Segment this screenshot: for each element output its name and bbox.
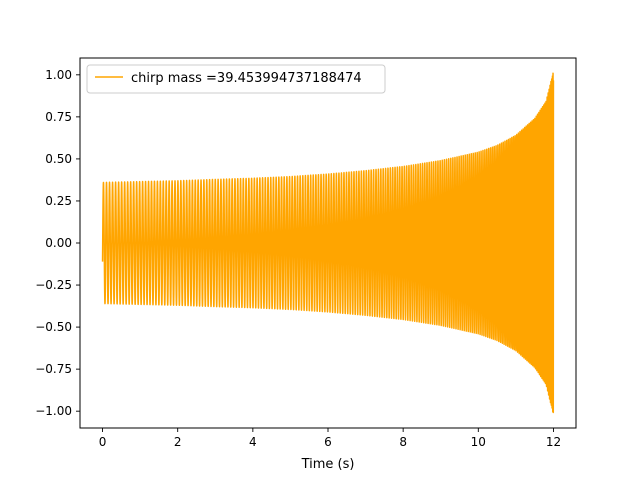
y-tick-label: 0.50 — [45, 152, 72, 166]
x-axis-label: Time (s) — [301, 457, 355, 472]
y-tick-label: 0.25 — [45, 194, 72, 208]
x-tick-label: 10 — [471, 435, 486, 449]
chirp-waveform-line — [101, 72, 555, 414]
y-tick-label: −0.50 — [35, 320, 72, 334]
x-tick-label: 8 — [399, 435, 407, 449]
legend-label: chirp mass =39.453994737188474 — [131, 71, 362, 86]
y-tick-label: −0.25 — [35, 278, 72, 292]
x-tick-label: 6 — [324, 435, 332, 449]
plot-area — [101, 72, 555, 414]
x-tick-label: 0 — [99, 435, 107, 449]
x-tick-label: 12 — [546, 435, 561, 449]
y-tick-label: −0.75 — [35, 362, 72, 376]
y-axis-ticks: −1.00 −0.75 −0.50 −0.25 0.00 0.25 0.50 0.75 1.00 — [35, 68, 80, 418]
x-tick-label: 4 — [249, 435, 257, 449]
y-tick-label: 0.75 — [45, 110, 72, 124]
y-tick-label: 1.00 — [45, 68, 72, 82]
legend-box — [86, 64, 386, 94]
y-tick-label: 0.00 — [45, 236, 72, 250]
x-tick-label: 2 — [174, 435, 182, 449]
x-axis-ticks: 0 2 4 6 8 10 12 — [99, 428, 561, 449]
legend: chirp mass =39.453994737188474 — [86, 64, 386, 94]
y-tick-label: −1.00 — [35, 404, 72, 418]
